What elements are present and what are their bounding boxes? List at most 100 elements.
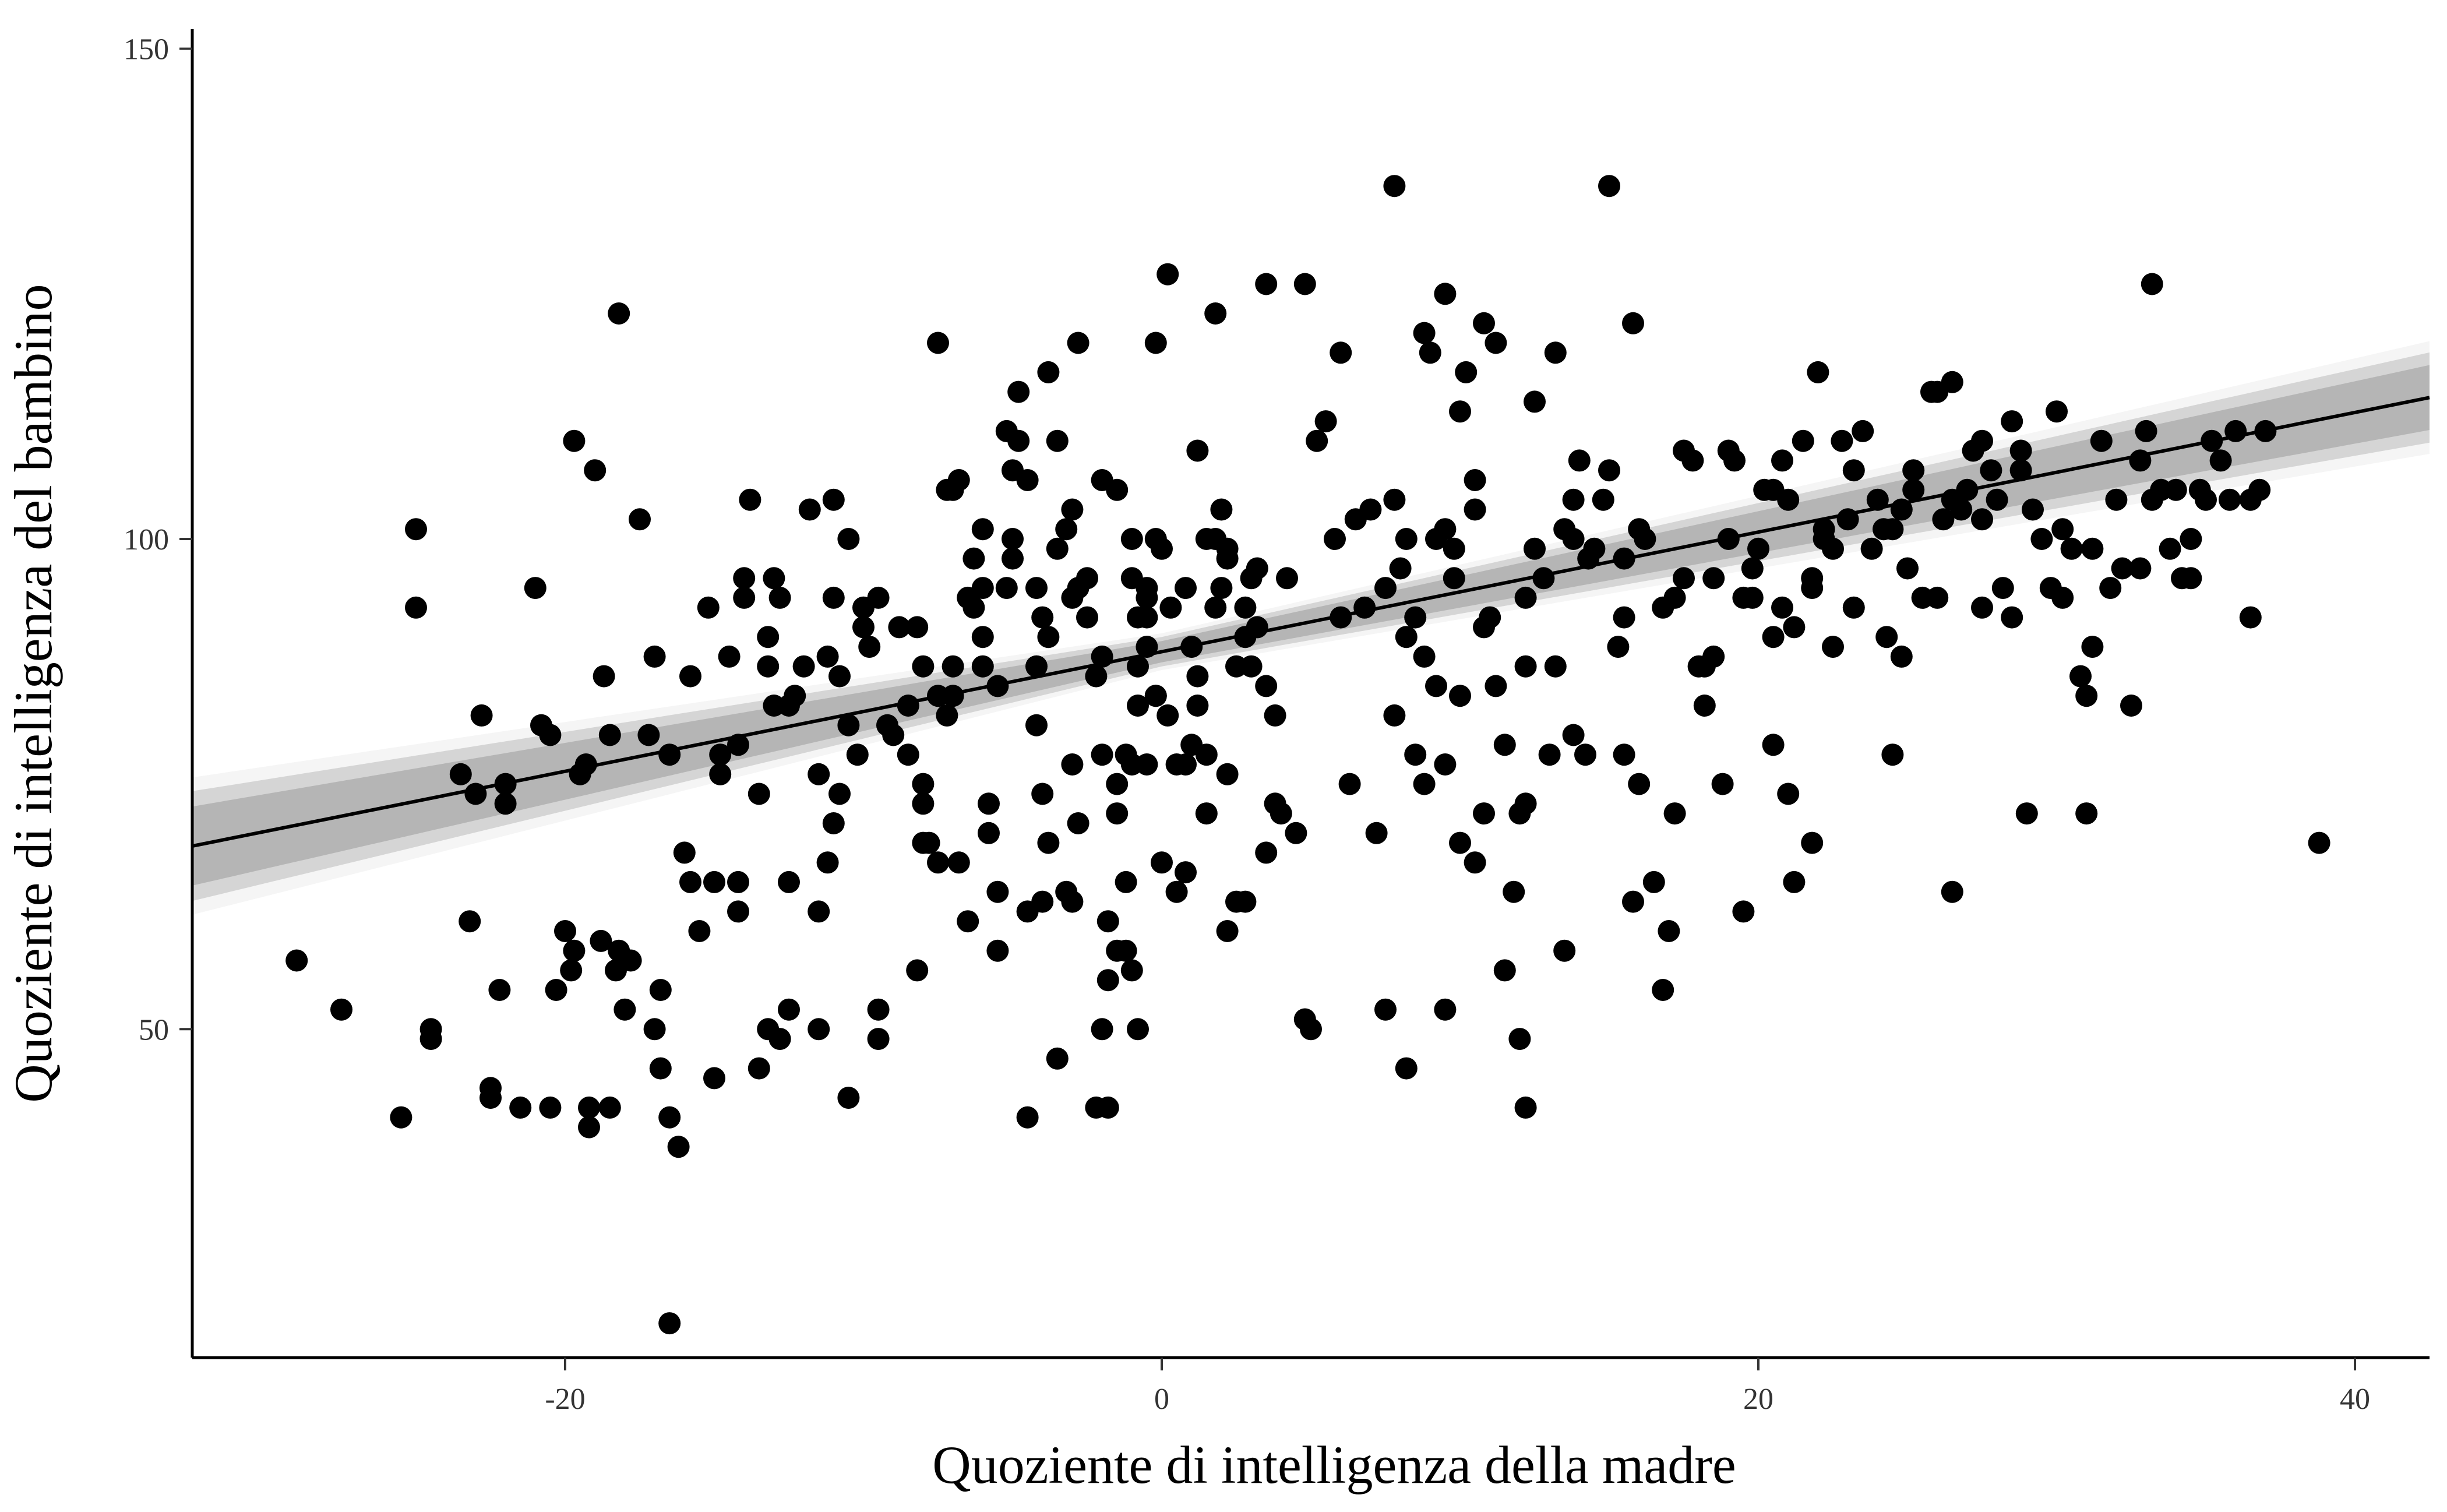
data-point: [978, 792, 1000, 815]
data-point: [1210, 577, 1233, 600]
data-point: [545, 979, 567, 1001]
regression-line: [192, 396, 2430, 848]
data-point: [1941, 880, 1963, 903]
data-point: [986, 880, 1009, 903]
data-point: [1622, 312, 1644, 334]
data-point: [1663, 802, 1686, 825]
data-point: [1204, 302, 1227, 325]
data-point: [1485, 332, 1507, 354]
data-point: [995, 577, 1018, 600]
data-point: [1067, 812, 1089, 834]
data-point: [2180, 528, 2202, 550]
data-point: [629, 508, 651, 531]
data-point: [867, 1028, 890, 1051]
data-point: [808, 1018, 830, 1041]
data-point: [703, 1067, 725, 1090]
data-point: [1514, 792, 1537, 815]
data-point: [1971, 508, 1993, 531]
data-point: [778, 998, 800, 1021]
data-point: [1374, 577, 1397, 600]
data-point: [1852, 420, 1874, 442]
data-point: [816, 645, 839, 668]
data-point: [1144, 332, 1167, 354]
y-tick-label: 100: [124, 523, 169, 556]
data-point: [405, 518, 427, 541]
data-point: [971, 626, 994, 648]
data-point: [1583, 537, 1606, 560]
data-point: [1544, 655, 1567, 678]
data-point: [912, 792, 935, 815]
data-point: [1096, 969, 1119, 992]
data-point: [1255, 675, 1278, 697]
data-point: [1732, 900, 1755, 923]
data-point: [1902, 459, 1925, 482]
data-point: [1234, 890, 1257, 913]
data-point: [2009, 459, 2032, 482]
data-point: [1046, 1047, 1069, 1070]
data-point: [1276, 567, 1298, 590]
data-point: [1663, 586, 1686, 609]
data-point: [867, 586, 890, 609]
data-point: [1324, 528, 1346, 550]
data-point: [1971, 429, 1993, 452]
data-point: [733, 567, 756, 590]
data-point: [2069, 665, 2092, 688]
data-point: [1562, 528, 1585, 550]
data-point: [1562, 724, 1585, 746]
data-point: [1395, 626, 1418, 648]
data-point: [978, 822, 1000, 844]
data-point: [1234, 596, 1257, 619]
data-point: [1652, 979, 1674, 1001]
data-point: [897, 743, 919, 766]
data-point: [1106, 478, 1129, 501]
data-point: [1673, 567, 1695, 590]
data-point: [1061, 890, 1084, 913]
data-point: [2015, 802, 2038, 825]
data-point: [2075, 685, 2098, 707]
data-point: [1365, 822, 1388, 844]
data-point: [1025, 714, 1048, 736]
data-point: [1926, 586, 1949, 609]
data-point: [1628, 773, 1651, 795]
data-point: [1330, 341, 1352, 364]
data-point: [2120, 695, 2142, 717]
y-tick-label: 150: [124, 33, 169, 66]
data-point: [1127, 655, 1149, 678]
x-tick-label: 20: [1743, 1383, 1773, 1416]
data-point: [1091, 1018, 1113, 1041]
data-point: [852, 616, 875, 639]
data-point: [1115, 939, 1137, 962]
data-point: [643, 645, 666, 668]
data-point: [1473, 616, 1495, 639]
data-point: [1741, 586, 1764, 609]
data-point: [1175, 577, 1197, 600]
data-point: [822, 812, 845, 834]
data-point: [971, 518, 994, 541]
data-point: [1622, 890, 1644, 913]
data-point: [1762, 734, 1785, 756]
data-point: [1246, 557, 1268, 580]
data-point: [1771, 449, 1793, 472]
data-point: [679, 665, 701, 688]
data-point: [1464, 469, 1486, 491]
data-point: [1216, 763, 1239, 785]
data-point: [2046, 400, 2068, 423]
data-point: [1046, 429, 1069, 452]
scatter-points: [285, 175, 2330, 1335]
data-point: [1434, 998, 1457, 1021]
data-point: [957, 910, 979, 933]
data-point: [1175, 861, 1197, 884]
data-point: [2099, 577, 2122, 600]
data-point: [658, 1106, 681, 1129]
data-point: [2009, 439, 2032, 462]
x-tick-label: -20: [545, 1383, 585, 1416]
data-point: [560, 959, 583, 982]
data-point: [2081, 636, 2104, 658]
data-point: [1096, 910, 1119, 933]
data-point: [1762, 626, 1785, 648]
data-point: [1216, 920, 1239, 942]
data-point: [2060, 537, 2083, 560]
data-point: [808, 900, 830, 923]
